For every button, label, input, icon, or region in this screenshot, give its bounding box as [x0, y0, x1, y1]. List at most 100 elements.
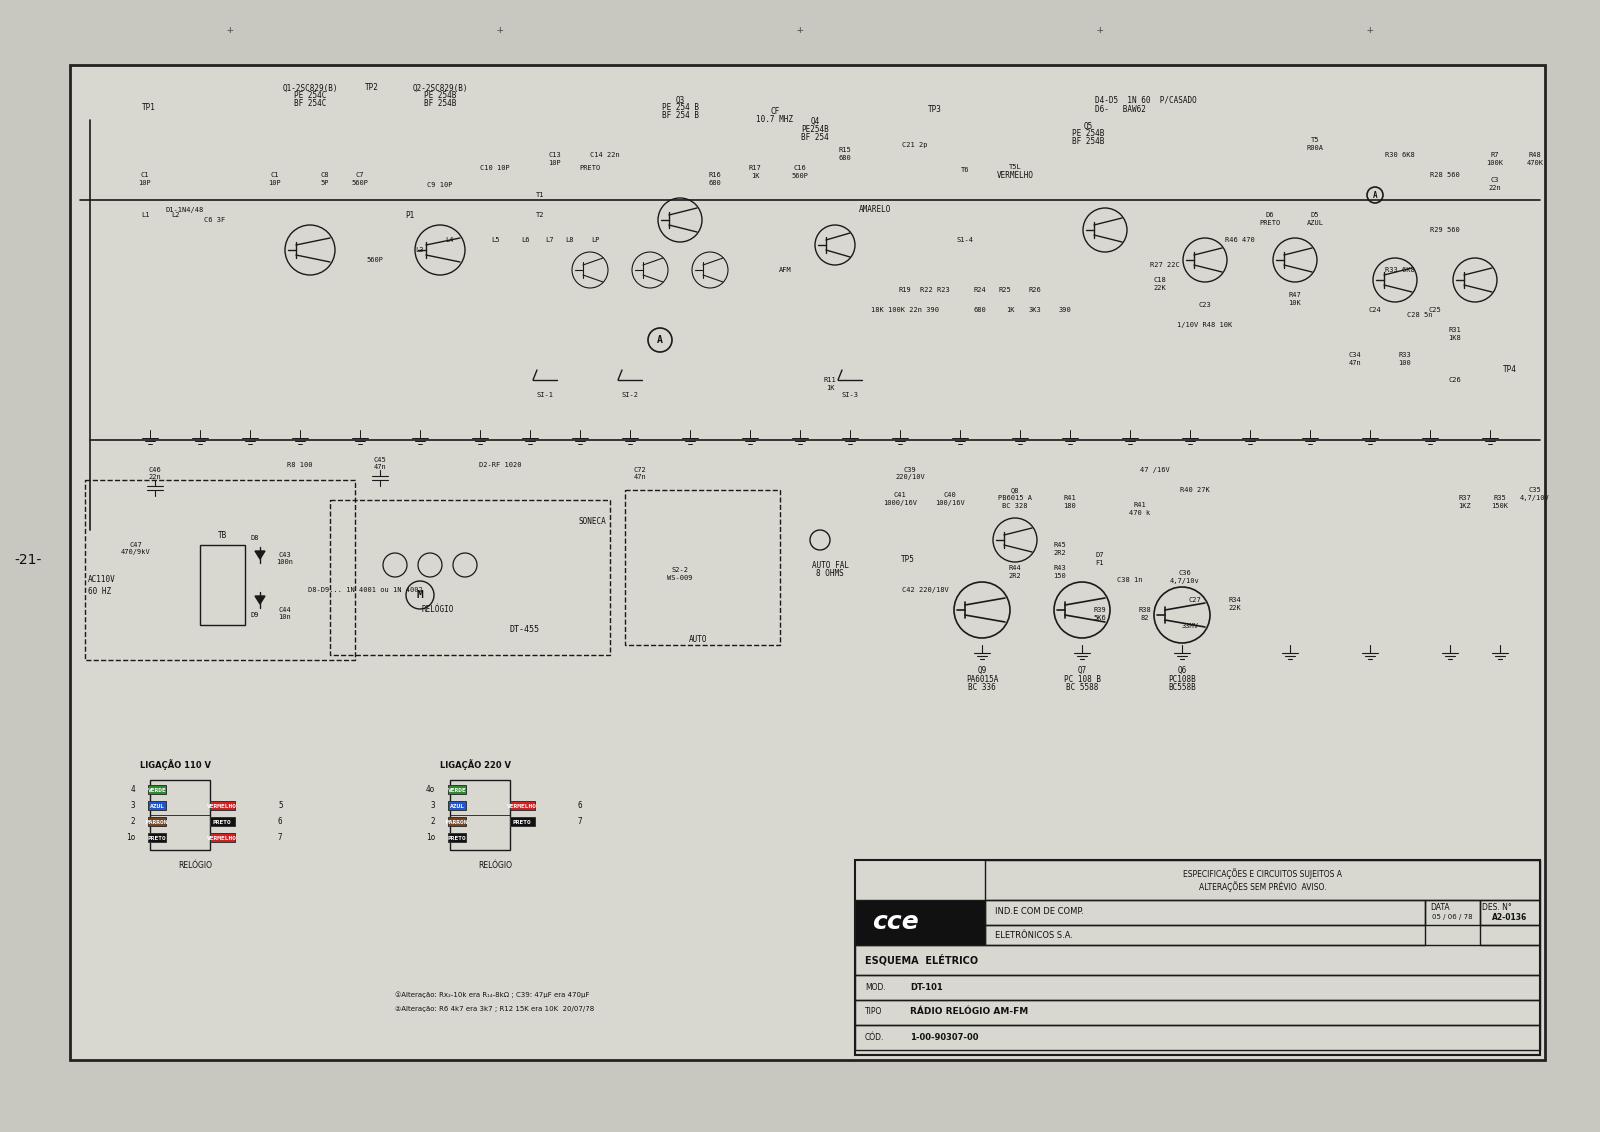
Polygon shape: [254, 597, 266, 604]
Bar: [854, 1024, 1539, 1050]
Text: BF 254B: BF 254B: [1072, 137, 1104, 146]
Text: LP: LP: [590, 237, 600, 243]
Text: cce: cce: [872, 910, 918, 934]
Text: 33MV: 33MV: [1181, 623, 1198, 629]
Text: C39: C39: [904, 468, 917, 473]
Text: C18: C18: [1154, 277, 1166, 283]
Bar: [1480, 900, 1539, 925]
Text: PRETO: PRETO: [147, 835, 166, 840]
Text: LIGAÇÃO 220 V: LIGAÇÃO 220 V: [440, 760, 510, 771]
Text: R28 560: R28 560: [1430, 172, 1459, 178]
Text: D4-D5  1N 60  P/CASADO: D4-D5 1N 60 P/CASADO: [1094, 95, 1197, 104]
Text: TP2: TP2: [365, 84, 379, 93]
Text: Q7: Q7: [1077, 666, 1086, 675]
Text: R33 6K8: R33 6K8: [1386, 267, 1414, 273]
Text: TP3: TP3: [928, 105, 942, 114]
Bar: [85, 480, 355, 660]
Text: 390: 390: [1059, 307, 1072, 314]
Text: R29 560: R29 560: [1430, 228, 1459, 233]
Text: C16: C16: [794, 165, 806, 171]
Text: 8 OHMS: 8 OHMS: [816, 569, 843, 578]
Text: C41: C41: [894, 492, 906, 498]
Text: L8: L8: [566, 237, 574, 243]
Text: C40: C40: [944, 492, 957, 498]
Text: 1-00-90307-00: 1-00-90307-00: [910, 1032, 979, 1041]
Text: RÁDIO RELÓGIO AM-FM: RÁDIO RELÓGIO AM-FM: [910, 1007, 1029, 1017]
Text: D8: D8: [251, 535, 259, 541]
Text: AZUL: AZUL: [149, 804, 165, 808]
Text: 10K: 10K: [1288, 300, 1301, 306]
Text: 1K: 1K: [750, 173, 760, 179]
Text: +: +: [227, 25, 234, 35]
Text: 3K3: 3K3: [1029, 307, 1042, 314]
Text: 470 k: 470 k: [1130, 511, 1150, 516]
Text: 10P: 10P: [549, 160, 562, 166]
Text: R22 R23: R22 R23: [920, 288, 950, 293]
Text: C10 10P: C10 10P: [480, 165, 510, 171]
Text: Q9: Q9: [978, 666, 987, 675]
Text: 2: 2: [130, 817, 134, 826]
Text: A2-0136: A2-0136: [1493, 912, 1528, 921]
Text: 100n: 100n: [277, 559, 293, 565]
Text: R15: R15: [838, 147, 851, 153]
Text: D6-   BAW62: D6- BAW62: [1094, 104, 1146, 113]
Text: RELÓGIO: RELÓGIO: [422, 606, 454, 615]
Text: R43: R43: [1054, 565, 1066, 571]
Text: C25: C25: [1429, 307, 1442, 314]
Text: Q6: Q6: [1178, 666, 1187, 675]
Text: Q3: Q3: [675, 95, 685, 104]
Text: PB6015 A: PB6015 A: [998, 495, 1032, 501]
Text: 560P: 560P: [352, 180, 368, 186]
Text: 3: 3: [430, 801, 435, 811]
Text: C8: C8: [320, 172, 330, 178]
Text: R38: R38: [1139, 607, 1152, 614]
Text: PE 254B: PE 254B: [424, 92, 456, 101]
Text: ①Alteração: Rx₂-10k era R₁₄-8kΩ ; C39: 47μF era 470μF: ①Alteração: Rx₂-10k era R₁₄-8kΩ ; C39: 4…: [395, 992, 589, 998]
Bar: [854, 860, 1539, 1055]
Text: R33: R33: [1398, 352, 1411, 358]
Bar: [200, 544, 245, 625]
Text: VERMELHO: VERMELHO: [206, 835, 237, 840]
Text: C26: C26: [1448, 377, 1461, 383]
Text: R41: R41: [1134, 501, 1146, 508]
Text: 2R2: 2R2: [1008, 573, 1021, 578]
Text: BC 328: BC 328: [1002, 503, 1027, 509]
Text: AUTO FAL: AUTO FAL: [811, 560, 848, 569]
Text: 6: 6: [278, 817, 283, 826]
Text: 47n: 47n: [634, 474, 646, 480]
Text: LIGAÇÃO 110 V: LIGAÇÃO 110 V: [139, 760, 211, 771]
Text: VERDE: VERDE: [448, 788, 466, 792]
Text: RELÓGIO: RELÓGIO: [478, 860, 512, 869]
Text: C42 220/18V: C42 220/18V: [902, 588, 949, 593]
Text: L3: L3: [416, 247, 424, 252]
Text: AC110V: AC110V: [88, 575, 115, 584]
Text: Q5: Q5: [1083, 121, 1093, 130]
Text: 1K8: 1K8: [1448, 335, 1461, 341]
Text: VERMELHO: VERMELHO: [206, 804, 237, 808]
Text: VERMELHO: VERMELHO: [997, 172, 1034, 180]
Text: DES. N°: DES. N°: [1482, 902, 1512, 911]
Text: 05 / 06 / 78: 05 / 06 / 78: [1432, 914, 1472, 920]
Text: F1: F1: [1096, 560, 1104, 566]
Text: R34: R34: [1229, 597, 1242, 603]
Text: C44: C44: [278, 607, 291, 614]
Text: SI-2: SI-2: [621, 392, 638, 398]
Text: AZUL: AZUL: [450, 804, 464, 808]
Text: R39: R39: [1094, 607, 1106, 614]
Text: C1: C1: [141, 172, 149, 178]
Text: 82: 82: [1141, 615, 1149, 621]
Text: +: +: [496, 25, 504, 35]
Text: AFM: AFM: [779, 267, 792, 273]
Text: 220/10V: 220/10V: [894, 474, 925, 480]
Text: 1K: 1K: [1006, 307, 1014, 314]
Text: VERDE: VERDE: [147, 788, 166, 792]
Text: C72: C72: [634, 468, 646, 473]
Text: PA6015A: PA6015A: [966, 675, 998, 684]
Text: PE254B: PE254B: [802, 125, 829, 134]
Text: R48: R48: [1528, 152, 1541, 158]
Text: TP4: TP4: [1502, 366, 1517, 375]
Text: ELETRÔNICOS S.A.: ELETRÔNICOS S.A.: [995, 931, 1074, 940]
Bar: [626, 490, 781, 645]
Text: AMARELO: AMARELO: [859, 206, 891, 214]
Text: R35: R35: [1494, 495, 1506, 501]
